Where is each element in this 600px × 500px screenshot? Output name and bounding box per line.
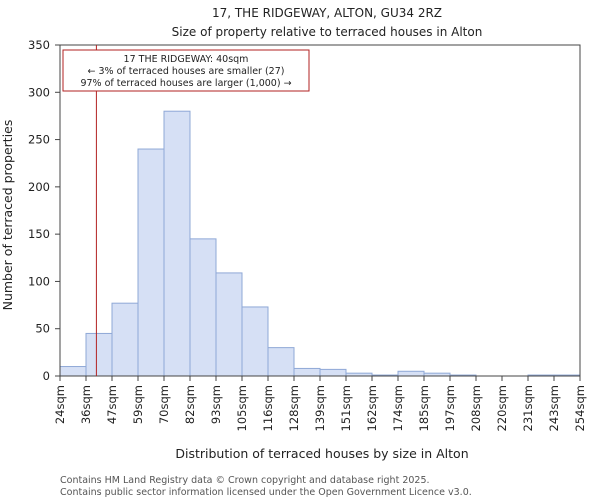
annotation-line-2: ← 3% of terraced houses are smaller (27) [88, 66, 285, 77]
bars-group [59, 110, 581, 377]
x-tick-label-220sqm: 220sqm [495, 385, 509, 431]
footer-line-2: Contains public sector information licen… [60, 487, 472, 498]
x-tick-label-47sqm: 47sqm [105, 385, 119, 424]
y-tick-label: 50 [35, 322, 50, 336]
bar-82sqm [189, 238, 217, 377]
y-tick-label: 0 [43, 369, 50, 383]
annotation-line-1: 17 THE RIDGEWAY: 40sqm [124, 54, 249, 65]
x-tick-label-151sqm: 151sqm [339, 385, 353, 431]
chart-subtitle: Size of property relative to terraced ho… [172, 25, 483, 39]
x-tick-label-93sqm: 93sqm [209, 385, 223, 424]
x-tick-label-162sqm: 162sqm [365, 385, 379, 431]
bar-105sqm [241, 306, 269, 377]
x-tick-label-116sqm: 116sqm [261, 385, 275, 431]
bar-139sqm [319, 368, 347, 377]
y-axis-label: Number of terraced properties [0, 120, 15, 311]
y-tick-label: 250 [28, 133, 50, 147]
annotation-box: 17 THE RIDGEWAY: 40sqm ← 3% of terraced … [62, 49, 310, 92]
x-tick-label-185sqm: 185sqm [417, 385, 431, 431]
x-tick-label-243sqm: 243sqm [547, 385, 561, 431]
x-tick-label-139sqm: 139sqm [313, 385, 327, 431]
x-tick-label-105sqm: 105sqm [235, 385, 249, 431]
chart-title: 17, THE RIDGEWAY, ALTON, GU34 2RZ [212, 6, 442, 20]
y-axis-ticks: 0 50 100 150 200 250 300 350 [28, 38, 60, 383]
x-tick-label-128sqm: 128sqm [287, 385, 301, 431]
y-tick-label: 350 [28, 38, 50, 52]
bar-116sqm [267, 347, 295, 377]
bar-70sqm [163, 110, 191, 377]
bar-174sqm [397, 370, 425, 377]
x-tick-label-174sqm: 174sqm [391, 385, 405, 431]
x-tick-label-70sqm: 70sqm [157, 385, 171, 424]
y-tick-label: 300 [28, 85, 50, 99]
x-tick-label-197sqm: 197sqm [443, 385, 457, 431]
y-tick-label: 150 [28, 227, 50, 241]
x-tick-label-24sqm: 24sqm [53, 385, 67, 424]
y-tick-label: 100 [28, 274, 50, 288]
x-tick-label-36sqm: 36sqm [79, 385, 93, 424]
bar-128sqm [293, 367, 321, 377]
x-axis-label: Distribution of terraced houses by size … [175, 446, 468, 461]
bar-59sqm [137, 148, 165, 377]
bar-36sqm [85, 332, 113, 377]
x-tick-label-82sqm: 82sqm [183, 385, 197, 424]
bar-47sqm [111, 302, 139, 377]
bar-93sqm [215, 272, 243, 377]
footer-line-1: Contains HM Land Registry data © Crown c… [60, 475, 430, 486]
x-tick-label-208sqm: 208sqm [469, 385, 483, 431]
y-tick-label: 200 [28, 180, 50, 194]
x-tick-label-59sqm: 59sqm [131, 385, 145, 424]
x-tick-label-254sqm: 254sqm [573, 385, 587, 431]
x-tick-label-231sqm: 231sqm [521, 385, 535, 431]
annotation-line-3: 97% of terraced houses are larger (1,000… [80, 78, 291, 89]
plot-frame [59, 44, 581, 377]
bar-24sqm [59, 366, 87, 377]
annotation-frame [62, 49, 310, 92]
x-axis-ticks: 24sqm 36sqm 47sqm 59sqm 70sqm 82sqm 93sqm 105sq… [53, 376, 587, 431]
